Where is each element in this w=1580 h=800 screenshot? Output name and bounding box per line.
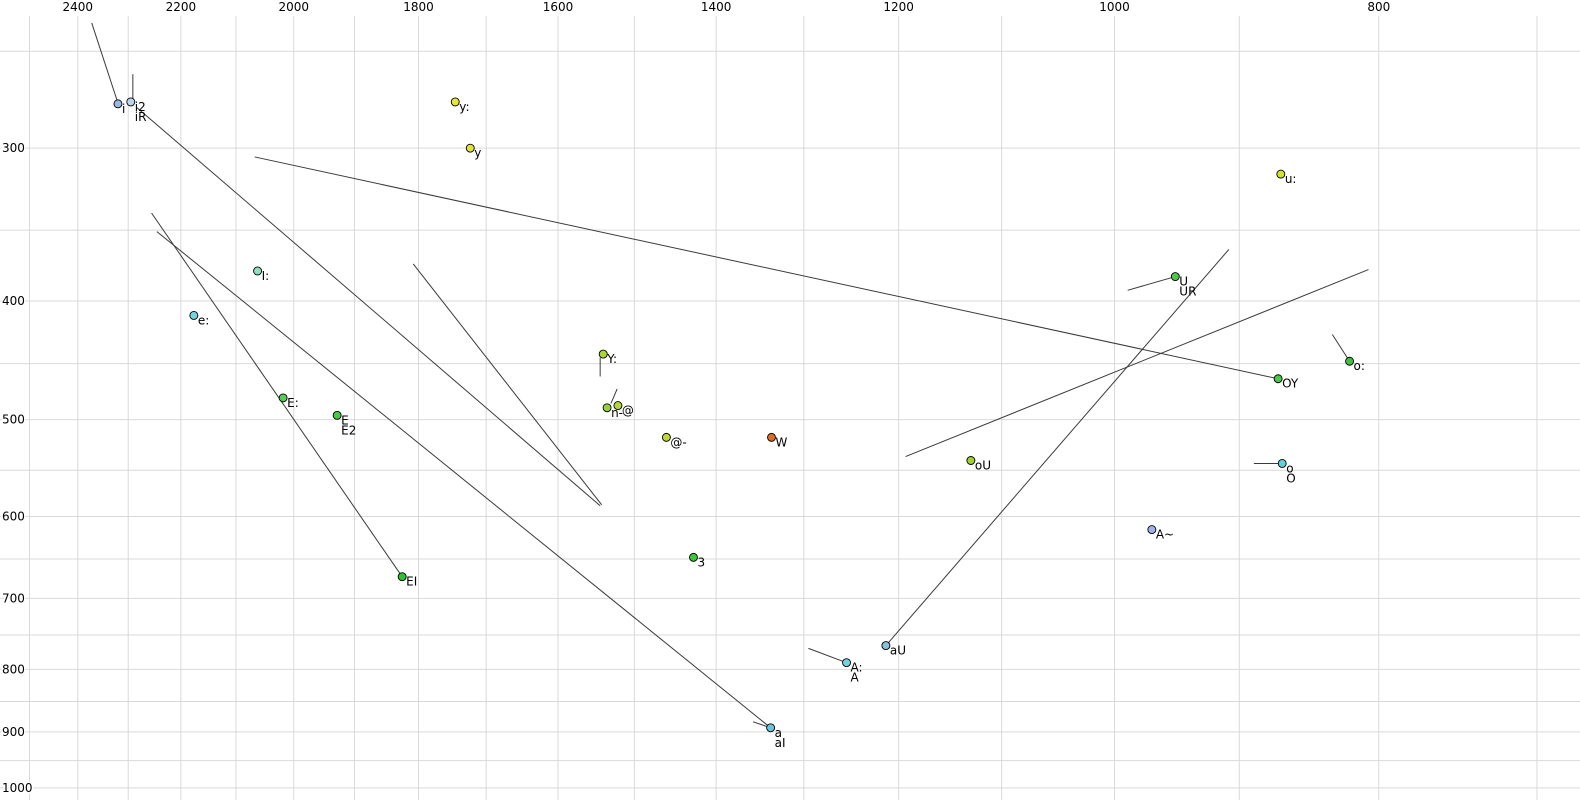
vowel-point-Y-long <box>598 349 608 359</box>
vowel-point-o <box>1277 458 1287 468</box>
vowel-label-a-2: aI <box>775 736 786 750</box>
x-tick-label-2400: 2400 <box>63 0 94 14</box>
vowel-point-o-long <box>1345 356 1355 366</box>
vowel-point-i <box>113 99 123 109</box>
vowel-point-EI <box>397 572 407 582</box>
vowel-label-A-nasal: A~ <box>1156 528 1174 542</box>
y-tick-label-500: 500 <box>2 413 25 427</box>
y-tick-label-700: 700 <box>2 591 25 605</box>
vowel-label-o: o <box>1286 461 1293 475</box>
vowel-point-schwa-r <box>661 432 671 442</box>
vowel-label-y-long: y: <box>459 100 469 114</box>
vowel-point-E-long <box>278 393 288 403</box>
vowel-point-u-long <box>1276 169 1286 179</box>
trajectory-line-U-tail <box>1127 276 1176 291</box>
x-tick-label-2200: 2200 <box>166 0 197 14</box>
vowel-point-E <box>332 410 342 420</box>
vowel-label-schwa-r: @- <box>670 435 686 449</box>
vowel-label-a: a <box>775 726 782 740</box>
vowel-point-n- <box>602 403 612 413</box>
x-tick-label-800: 800 <box>1367 0 1390 14</box>
vowel-label-o-2: O <box>1286 471 1295 485</box>
vowel-point-y-long <box>450 97 460 107</box>
x-tick-label-1400: 1400 <box>701 0 732 14</box>
x-tick-label-1600: 1600 <box>543 0 574 14</box>
x-tick-label-2000: 2000 <box>278 0 309 14</box>
trajectory-line-EI-trajectory <box>151 212 403 577</box>
vowel-point-oU <box>966 456 976 465</box>
y-tick-label-800: 800 <box>2 662 25 676</box>
vowel-label-3: 3 <box>697 555 705 569</box>
vowel-point-I-long <box>253 266 263 276</box>
trajectory-line-right-cross-trajectory <box>905 269 1369 458</box>
vowel-label-EI: EI <box>406 575 417 589</box>
vowel-point-OY <box>1273 374 1283 384</box>
vowel-point-schwa <box>613 401 623 411</box>
vowel-point-W <box>767 432 776 442</box>
trajectory-line-iR-trajectory <box>136 107 601 507</box>
trajectory-line-mid-trajectory <box>412 263 603 506</box>
vowel-label-y: y <box>474 146 481 160</box>
y-tick-label-900: 900 <box>2 725 25 739</box>
y-tick-label-400: 400 <box>2 294 25 308</box>
vowel-label-u-long: u: <box>1285 172 1297 186</box>
vowel-label-o-long: o: <box>1354 359 1365 373</box>
trajectory-line-i-tail <box>91 22 118 101</box>
vowel-label-A-long: A: <box>851 661 863 675</box>
vowel-point-e-long <box>189 310 199 320</box>
trajectory-line-schwa-tail <box>610 388 618 404</box>
vowel-point-A-long <box>842 658 851 668</box>
vowel-label-e-long: e: <box>198 313 209 327</box>
vowel-label-W: W <box>776 435 788 449</box>
vowel-label-I-long: I: <box>262 269 270 283</box>
trajectory-line-o-long-tail <box>1331 334 1350 362</box>
vowel-label-i: i <box>122 102 125 116</box>
y-tick-label-1000: 1000 <box>2 781 33 795</box>
vowel-label-oU: oU <box>975 458 991 472</box>
vowel-label-i2-2: iR <box>135 110 147 124</box>
vowel-label-E-long: E: <box>287 396 299 410</box>
trajectory-line-A-long-tail <box>808 647 847 664</box>
vowel-point-y <box>465 143 475 153</box>
vowel-label-OY: OY <box>1282 377 1299 391</box>
vowel-point-a <box>766 723 776 733</box>
vowel-point-aU <box>881 641 891 651</box>
vowel-label-E-2: E2 <box>341 423 356 437</box>
vowel-label-Y-long: Y: <box>606 352 617 366</box>
trajectory-line-OY-trajectory <box>254 156 1279 380</box>
vowel-point-A-nasal <box>1147 525 1157 535</box>
vowel-label-n-: n- <box>611 406 623 420</box>
x-tick-label-1200: 1200 <box>883 0 914 14</box>
vowel-label-E: E <box>341 413 349 427</box>
vowel-point-U <box>1170 272 1180 282</box>
trajectory-line-aU-trajectory <box>885 249 1230 646</box>
trajectory-line-aI-trajectory <box>156 231 771 729</box>
vowel-label-schwa: @ <box>622 404 634 418</box>
vowel-point-3 <box>689 552 698 562</box>
vowel-label-U: U <box>1179 275 1188 289</box>
vowel-label-i2: i2 <box>135 100 146 114</box>
x-tick-label-1000: 1000 <box>1099 0 1130 14</box>
vowel-label-aU: aU <box>890 644 906 658</box>
vowel-label-U-2: UR <box>1179 285 1196 299</box>
x-tick-label-1800: 1800 <box>403 0 434 14</box>
vowel-point-i2 <box>126 97 136 107</box>
y-tick-label-600: 600 <box>2 509 25 523</box>
vowel-label-A-long-2: A <box>851 671 860 685</box>
y-tick-label-300: 300 <box>2 141 25 155</box>
